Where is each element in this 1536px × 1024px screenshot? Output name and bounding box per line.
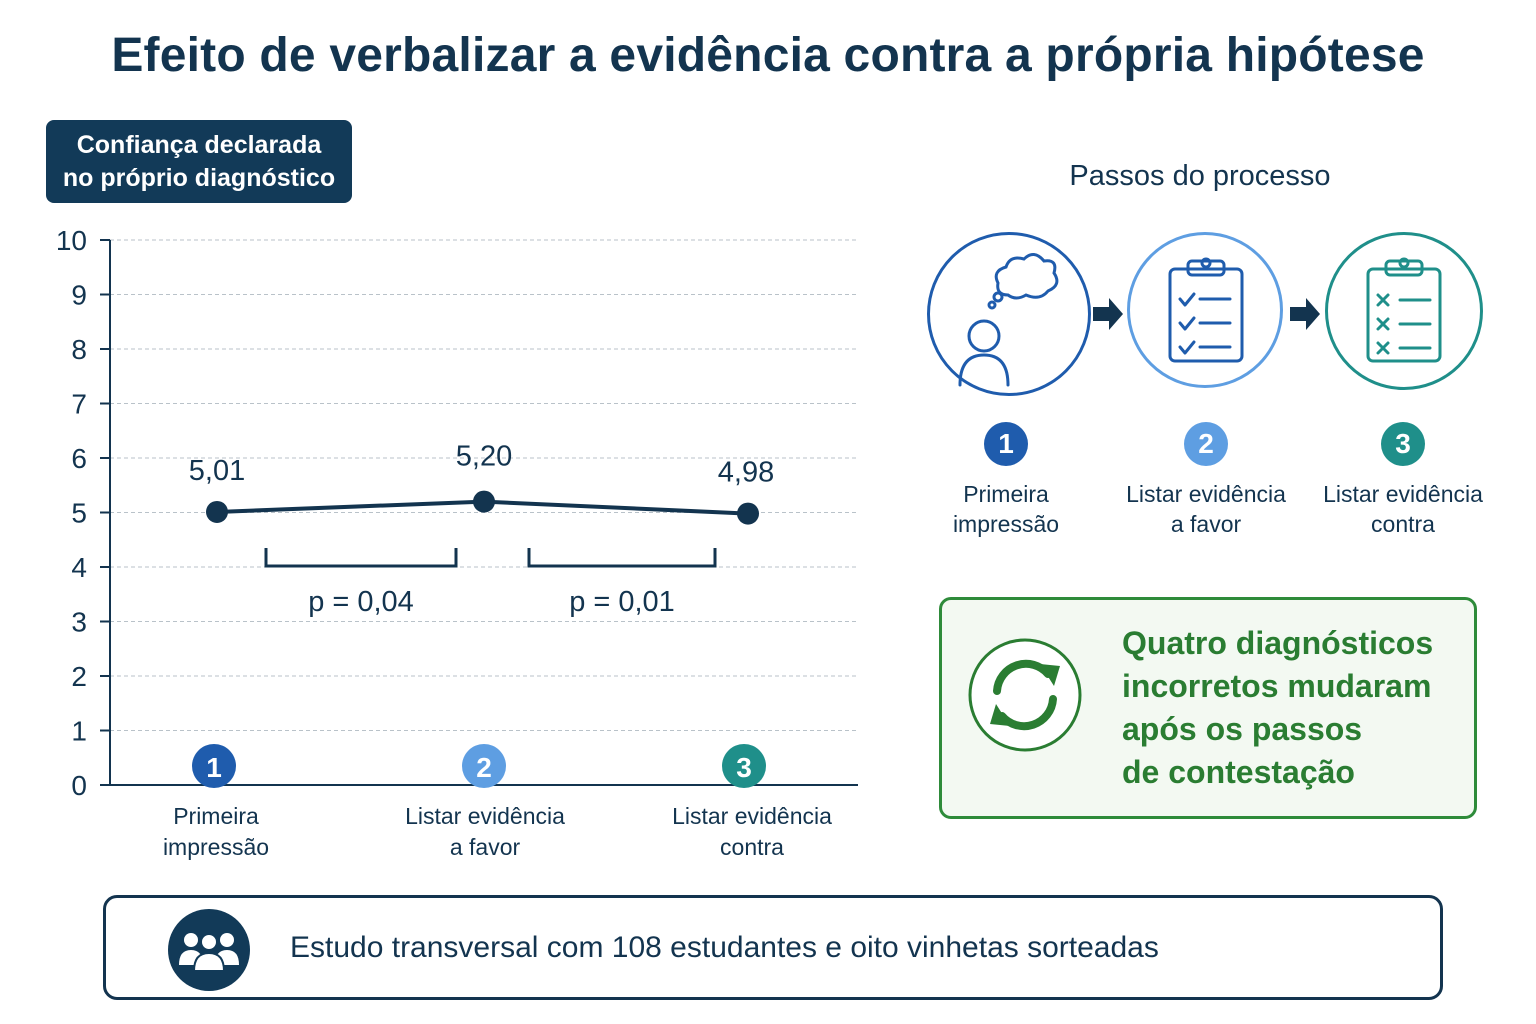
data-point: [206, 500, 228, 523]
category-badge: [192, 744, 236, 788]
thinking-person-icon: [958, 253, 1059, 387]
y-tick-label: 3: [71, 607, 87, 638]
x-tick-label: a favor: [450, 834, 521, 860]
clipboard-crosses-icon: [1366, 257, 1442, 363]
group-people-icon: [168, 909, 250, 991]
line-chart: 0 1 2 3 4 5 6 7 8 9 10 5,01 5,20 4,98 p = 0,04 p = 0,01…: [56, 225, 858, 860]
comparison-bracket: [527, 548, 717, 568]
result-text: Quatro diagnósticos incorretos mudaram a…: [1122, 625, 1434, 790]
x-tick-label: contra: [720, 834, 784, 860]
category-badge-number: 3: [736, 752, 752, 783]
y-tick-label: 9: [71, 280, 87, 311]
category-badge: [462, 744, 506, 788]
x-tick-label: Listar evidência: [672, 803, 832, 829]
data-point: [473, 490, 495, 513]
y-tick-label: 10: [56, 225, 87, 256]
y-tick-label: 0: [71, 770, 87, 801]
clipboard-checklist-icon: [1168, 257, 1244, 363]
y-tick-label: 8: [71, 334, 87, 365]
category-badge-number: 2: [476, 752, 492, 783]
data-point: [737, 502, 759, 525]
data-label: 5,20: [456, 441, 512, 473]
result-callout: Quatro diagnósticos incorretos mudaram a…: [939, 597, 1477, 819]
arrow-right-icon: [1290, 298, 1320, 330]
arrow-right-icon: [1093, 298, 1123, 330]
step-2-badge: 2: [1184, 422, 1228, 466]
page-title: Efeito de verbalizar a evidência contra …: [111, 29, 1425, 82]
comparison-bracket: [264, 548, 458, 568]
p-value-label: p = 0,01: [569, 586, 675, 618]
study-footer: Estudo transversal com 108 estudantes e …: [103, 895, 1443, 1000]
step-1-label: Primeira impressão: [952, 481, 1060, 537]
refresh-cycle-icon: [968, 638, 1082, 752]
step-1-circle: [927, 232, 1091, 396]
x-tick-label: Primeira: [173, 803, 259, 829]
y-tick-label: 7: [71, 389, 87, 420]
step-1-badge: 1: [984, 422, 1028, 466]
y-tick-label: 6: [71, 443, 87, 474]
y-tick-label: 4: [71, 552, 87, 583]
step-3-circle: [1325, 232, 1483, 390]
footer-text: Estudo transversal com 108 estudantes e …: [290, 930, 1159, 964]
y-tick-label: 5: [71, 498, 87, 529]
step-3-label: Listar evidência contra: [1323, 481, 1483, 537]
y-tick-label: 2: [71, 661, 87, 692]
y-axis-label: Confiança declarada no próprio diagnósti…: [46, 120, 352, 203]
x-tick-label: impressão: [163, 834, 269, 860]
p-value-label: p = 0,04: [308, 586, 414, 618]
step-2-label: Listar evidência a favor: [1126, 481, 1286, 537]
data-label: 5,01: [189, 455, 245, 487]
step-3-badge: 3: [1381, 422, 1425, 466]
steps-title: Passos do processo: [1069, 160, 1331, 192]
category-badge: [722, 744, 766, 788]
data-label: 4,98: [718, 457, 774, 489]
step-2-circle: [1127, 232, 1283, 388]
x-tick-label: Listar evidência: [405, 803, 565, 829]
category-badge-number: 1: [206, 752, 222, 783]
y-tick-label: 1: [71, 716, 87, 747]
